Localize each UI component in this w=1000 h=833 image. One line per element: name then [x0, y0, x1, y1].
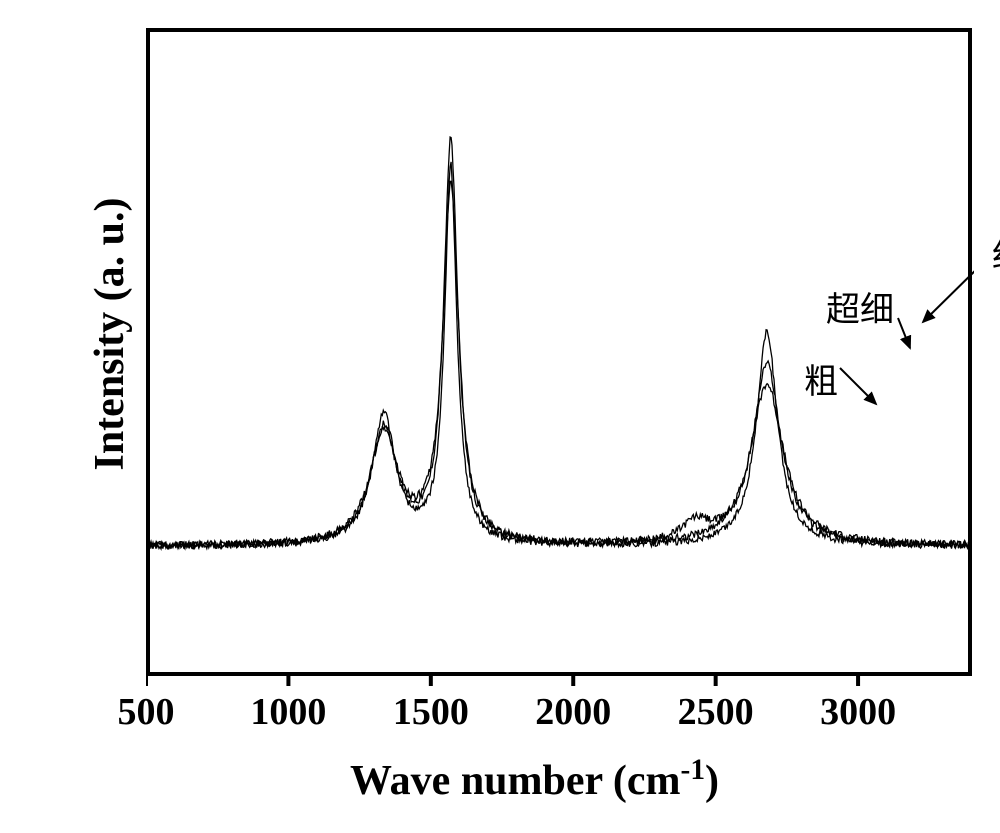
x-tick-label: 1000: [228, 690, 348, 734]
x-tick-label: 3000: [798, 690, 918, 734]
x-tick-label: 1500: [371, 690, 491, 734]
x-axis-label: Wave number (cm-1): [350, 754, 719, 805]
raman-spectrum-figure: Intensity (a. u.) Wave number (cm-1) 500…: [0, 0, 1000, 833]
x-axis-label-text: Wave number (cm: [350, 758, 681, 804]
annotation-label-1: 超细: [826, 282, 894, 331]
x-tick-label: 500: [86, 690, 206, 734]
annotation-label-0: 细: [992, 228, 1000, 277]
x-axis-label-superscript: -1: [681, 754, 705, 786]
plot-frame: [146, 28, 972, 676]
annotation-label-2: 粗: [804, 354, 838, 403]
x-tick-label: 2000: [513, 690, 633, 734]
x-axis-label-tail: ): [705, 758, 719, 804]
x-tick-label: 2500: [656, 690, 776, 734]
y-axis-label: Intensity (a. u.): [86, 134, 134, 534]
